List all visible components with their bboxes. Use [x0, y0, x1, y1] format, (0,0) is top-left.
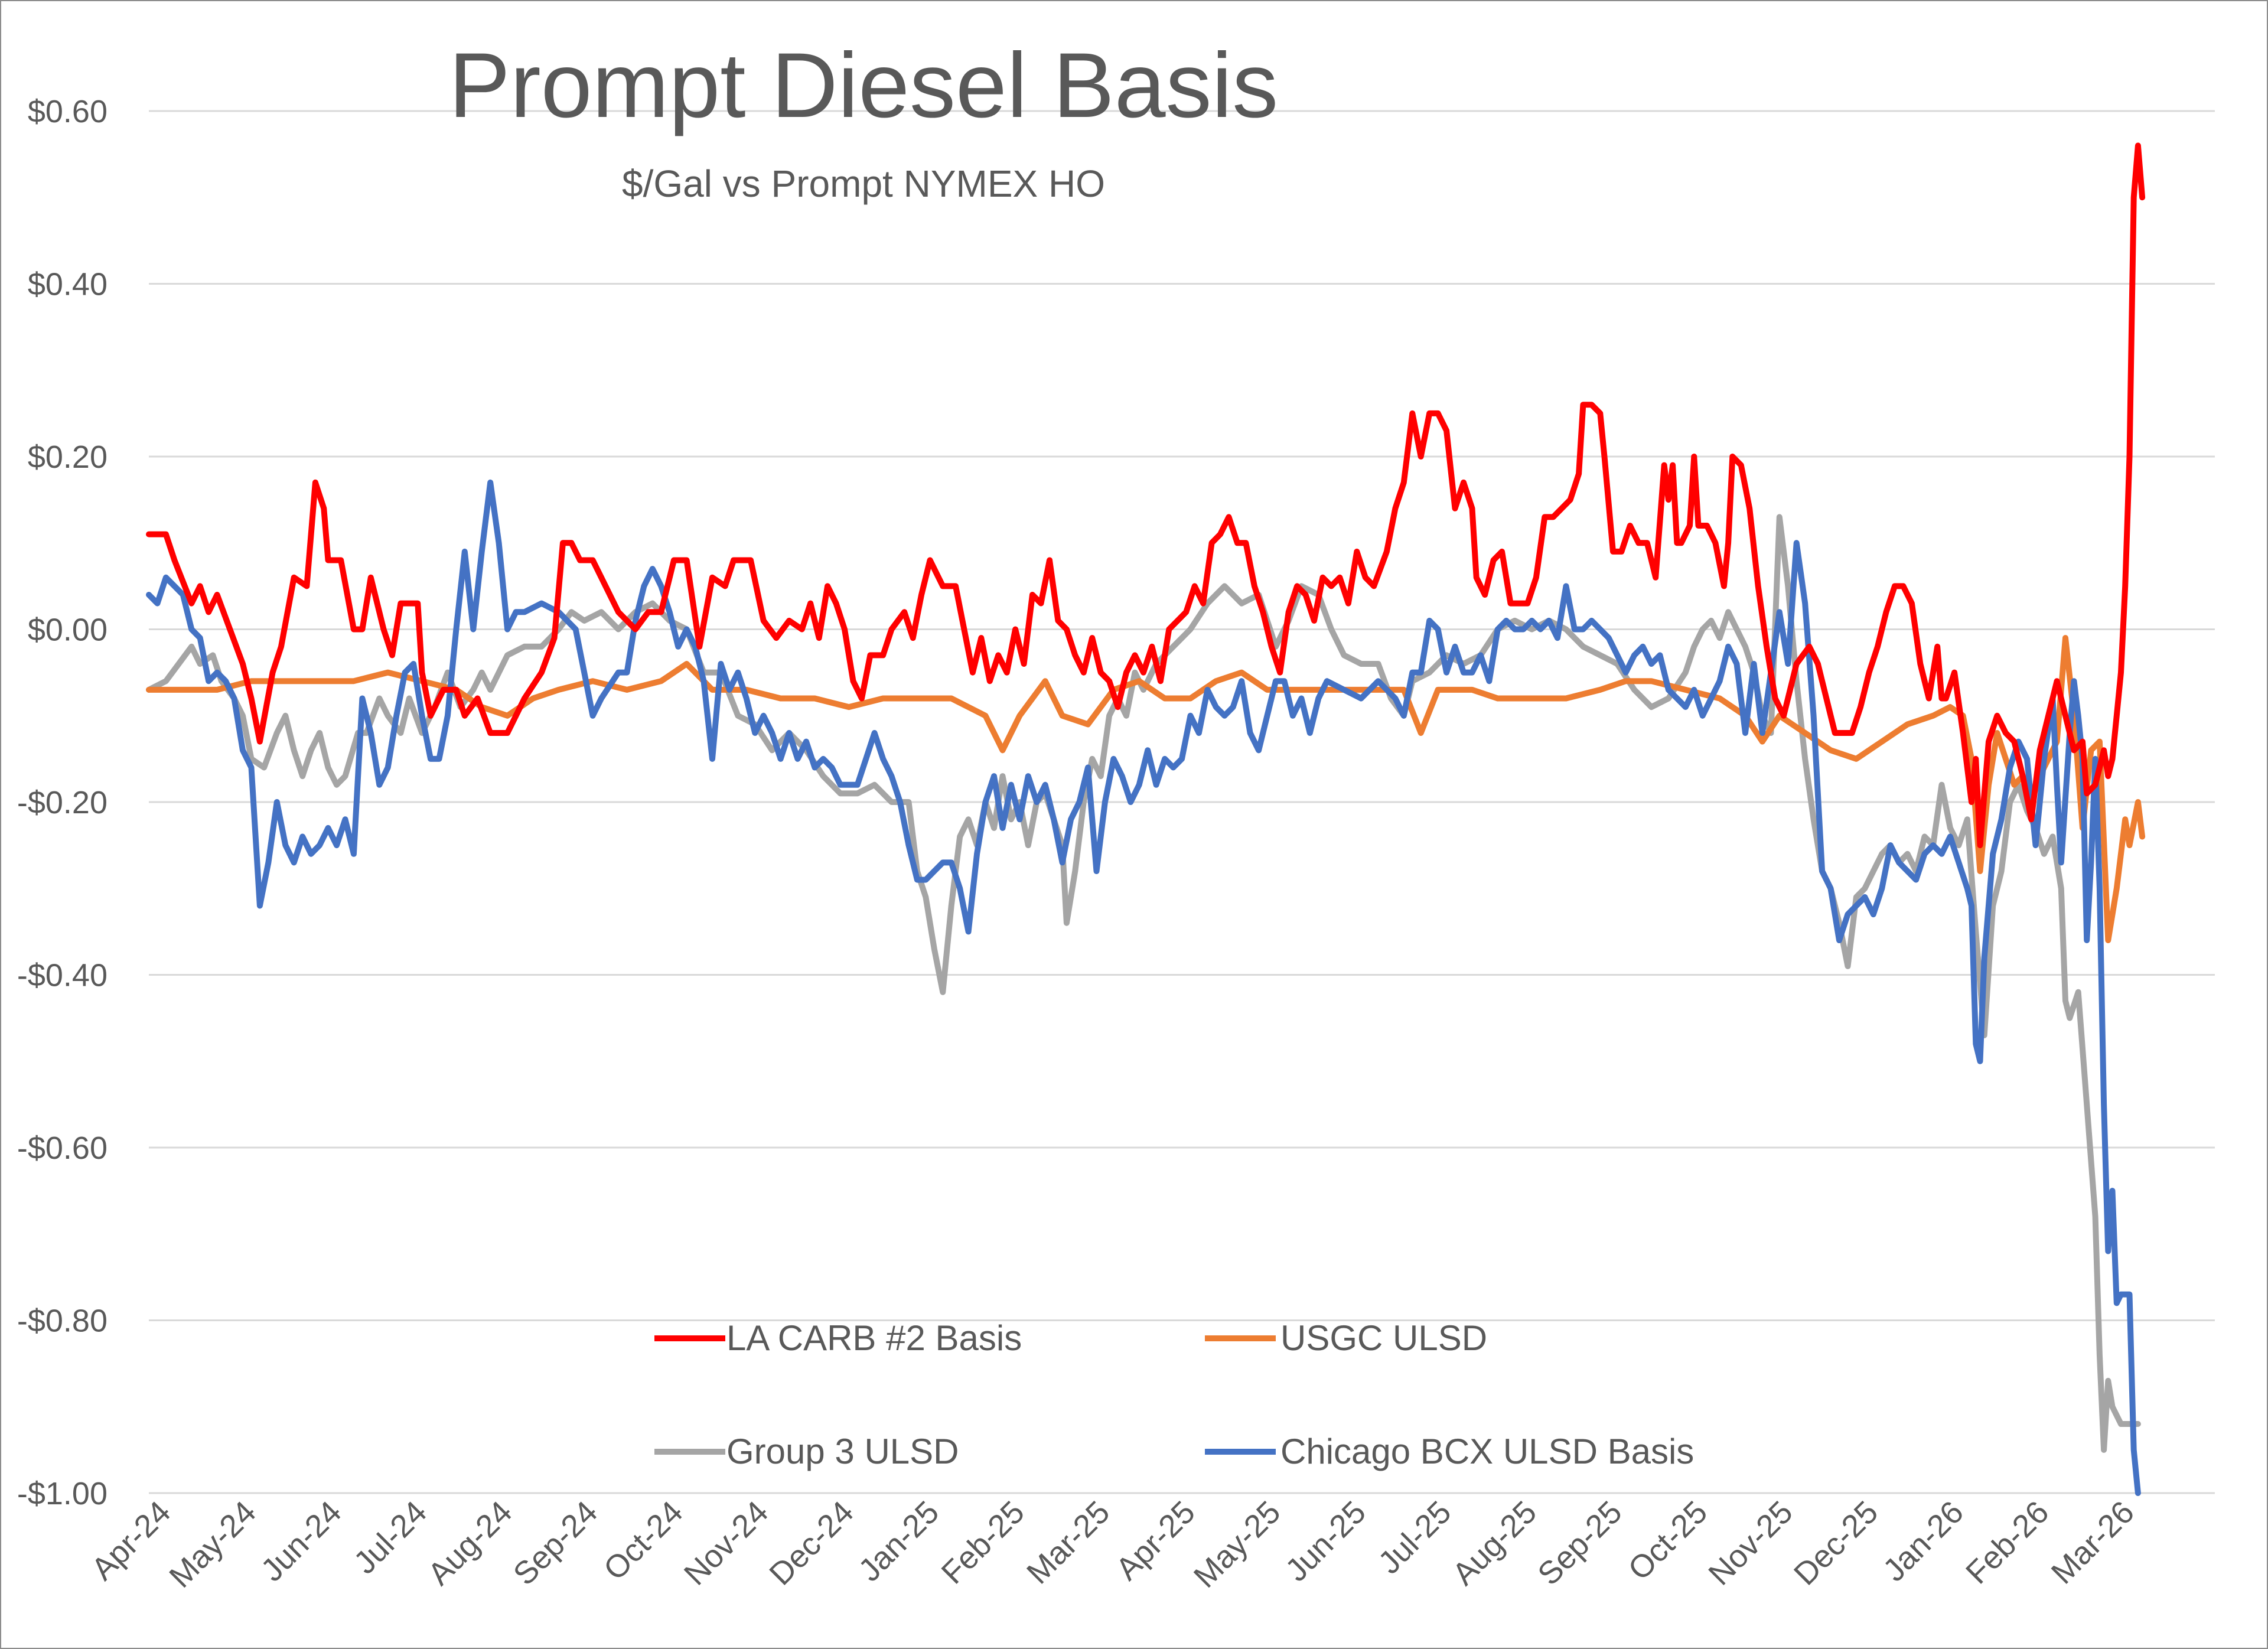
- chart-title: Prompt Diesel Basis: [449, 34, 1278, 137]
- x-tick-label: May-24: [162, 1494, 263, 1595]
- series-line-group-3-ulsd: [146, 514, 2141, 1453]
- x-tick-label: Jul-24: [347, 1494, 434, 1580]
- series-line-la-carb-2-basis: [146, 142, 2146, 849]
- legend: LA CARB #2 Basis USGC ULSD Group 3 ULSD …: [654, 1318, 1694, 1471]
- x-tick-label: Jan-26: [1876, 1494, 1970, 1588]
- legend-item-group3: Group 3 ULSD: [654, 1432, 959, 1471]
- x-tick-label: Mar-26: [2045, 1494, 2141, 1591]
- legend-label-chicago: Chicago BCX ULSD Basis: [1280, 1432, 1694, 1471]
- y-tick-label: $0.60: [28, 94, 107, 129]
- x-tick-label: Nov-25: [1702, 1494, 1800, 1592]
- x-tick-label: Jun-25: [1279, 1494, 1373, 1588]
- x-tick-label: Jun-24: [254, 1494, 348, 1588]
- x-tick-label: Feb-25: [935, 1494, 1031, 1591]
- y-tick-label: $0.00: [28, 612, 107, 648]
- chart-subtitle: $/Gal vs Prompt NYMEX HO: [622, 162, 1105, 205]
- y-tick-label: $0.20: [28, 439, 107, 475]
- legend-item-chicago: Chicago BCX ULSD Basis: [1205, 1432, 1694, 1471]
- x-tick-label: Jan-25: [852, 1494, 946, 1588]
- x-tick-label: Aug-24: [421, 1494, 519, 1592]
- x-tick-label: Apr-25: [1109, 1494, 1202, 1587]
- y-tick-label: $0.40: [28, 267, 107, 302]
- y-tick-label: -$0.20: [17, 785, 107, 820]
- x-tick-label: Jul-25: [1371, 1494, 1458, 1580]
- y-tick-label: -$0.40: [17, 958, 107, 993]
- x-tick-label: Oct-25: [1621, 1494, 1714, 1587]
- y-tick-label: -$0.80: [17, 1303, 107, 1339]
- y-axis-ticks: $0.60 $0.40 $0.20 $0.00 -$0.20 -$0.40 -$0.60 -$…: [17, 94, 107, 1511]
- x-tick-label: May-25: [1187, 1494, 1288, 1595]
- x-tick-label: Oct-24: [597, 1494, 690, 1587]
- x-tick-label: Dec-24: [762, 1494, 861, 1592]
- x-tick-label: Feb-26: [1959, 1494, 2055, 1591]
- x-axis-ticks: Apr-24May-24Jun-24Jul-24Aug-24Sep-24Oct-…: [84, 1494, 2141, 1595]
- series-line-usgc-ulsd: [146, 635, 2146, 943]
- legend-label-usgc: USGC ULSD: [1280, 1318, 1487, 1358]
- x-tick-label: Mar-25: [1020, 1494, 1116, 1591]
- x-tick-label: Aug-25: [1446, 1494, 1544, 1592]
- x-tick-label: Dec-25: [1787, 1494, 1885, 1592]
- legend-item-usgc: USGC ULSD: [1205, 1318, 1487, 1358]
- x-tick-label: Nov-24: [677, 1494, 775, 1592]
- legend-label-la-carb: LA CARB #2 Basis: [726, 1318, 1022, 1358]
- legend-item-la-carb: LA CARB #2 Basis: [654, 1318, 1022, 1358]
- x-tick-label: Sep-24: [507, 1494, 605, 1592]
- series-lines: [146, 142, 2146, 1496]
- x-tick-label: Sep-25: [1531, 1494, 1629, 1592]
- y-tick-label: -$1.00: [17, 1476, 107, 1511]
- y-tick-label: -$0.60: [17, 1130, 107, 1166]
- series-line-chicago-bcx-ulsd-basis: [146, 479, 2141, 1496]
- gridlines: [149, 110, 2215, 1494]
- legend-label-group3: Group 3 ULSD: [726, 1432, 959, 1471]
